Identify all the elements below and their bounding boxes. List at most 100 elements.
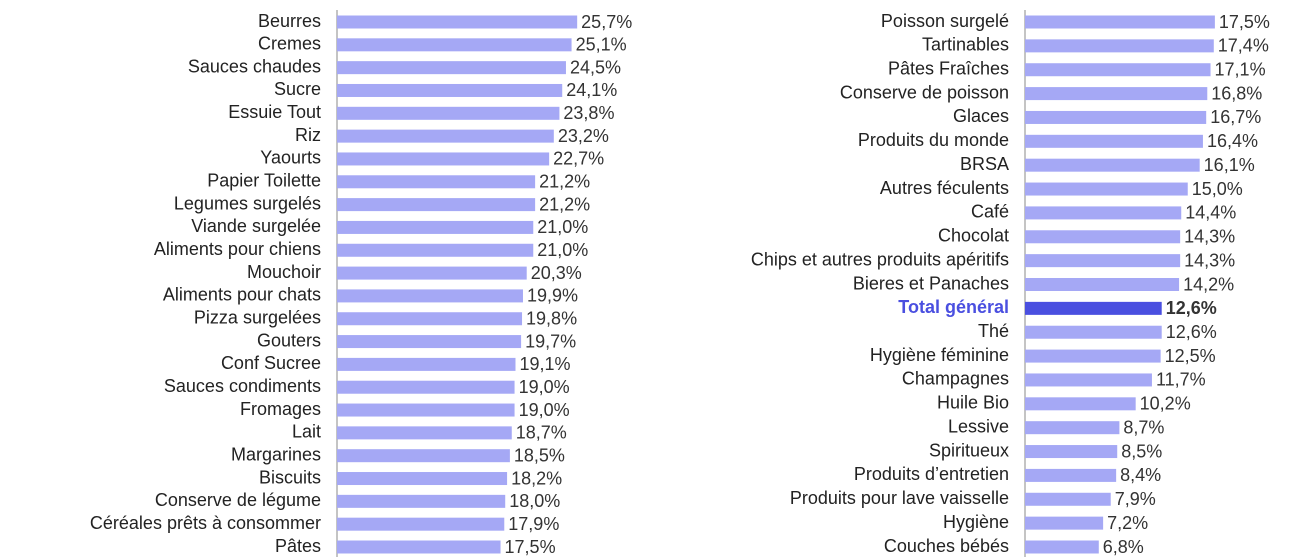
bar <box>1025 349 1161 363</box>
value-label: 7,9% <box>1115 489 1156 509</box>
value-label: 16,1% <box>1204 155 1255 175</box>
category-label: Chocolat <box>938 226 1009 246</box>
category-label: Lait <box>292 422 321 442</box>
category-label: Sucre <box>274 79 321 99</box>
category-label: Beurres <box>258 11 321 31</box>
category-label: Chips et autres produits apéritifs <box>751 249 1009 269</box>
bar <box>337 175 536 189</box>
category-label: Biscuits <box>259 467 321 487</box>
category-label: Margarines <box>231 444 321 464</box>
value-label: 19,7% <box>525 331 576 351</box>
bar <box>1025 254 1181 268</box>
category-label: Papier Toilette <box>207 171 321 191</box>
value-label: 21,0% <box>537 217 588 237</box>
bar <box>337 517 505 531</box>
value-label: 25,7% <box>581 12 632 32</box>
bar <box>337 266 527 280</box>
value-label: 14,4% <box>1185 203 1236 223</box>
category-label: Viande surgelée <box>191 216 321 236</box>
category-label: Tartinables <box>922 35 1009 55</box>
value-label: 23,2% <box>558 126 609 146</box>
value-label: 19,9% <box>527 286 578 306</box>
bar <box>1025 468 1117 482</box>
bar <box>1025 325 1162 339</box>
value-label: 14,3% <box>1184 227 1235 247</box>
bar <box>337 289 523 303</box>
value-label: 17,9% <box>508 514 559 534</box>
value-label: 18,7% <box>516 423 567 443</box>
bar <box>337 38 572 52</box>
value-label: 17,1% <box>1215 59 1266 79</box>
bar <box>337 335 522 349</box>
category-label: Thé <box>978 321 1009 341</box>
bar <box>1025 397 1136 411</box>
category-label: Lessive <box>948 416 1009 436</box>
value-label: 7,2% <box>1107 513 1148 533</box>
bar <box>1025 63 1211 77</box>
category-label: Aliments pour chiens <box>154 239 321 259</box>
category-label: Autres féculents <box>880 178 1009 198</box>
bar <box>1025 230 1181 244</box>
value-label: 25,1% <box>576 35 627 55</box>
bar <box>1025 373 1152 387</box>
bar <box>337 106 560 120</box>
category-label: Riz <box>295 125 321 145</box>
category-label: Hygiène <box>943 512 1009 532</box>
category-label: Pâtes <box>275 536 321 556</box>
bar <box>1025 39 1214 53</box>
category-label: Conserve de légume <box>155 490 321 510</box>
value-label: 17,5% <box>505 537 556 557</box>
bar <box>1025 492 1111 506</box>
bar <box>1025 110 1207 124</box>
value-label: 8,5% <box>1121 441 1162 461</box>
category-label: Huile Bio <box>937 393 1009 413</box>
value-label: 18,0% <box>509 491 560 511</box>
bar <box>337 220 534 234</box>
bar <box>1025 445 1118 459</box>
category-label: Legumes surgelés <box>174 193 321 213</box>
category-label: Champagnes <box>902 369 1009 389</box>
value-label: 6,8% <box>1103 537 1144 557</box>
category-label: Glaces <box>953 106 1009 126</box>
value-label: 16,4% <box>1207 131 1258 151</box>
bar <box>1025 134 1203 148</box>
value-label: 16,8% <box>1211 83 1262 103</box>
category-label: BRSA <box>960 154 1009 174</box>
bar <box>337 540 501 554</box>
bar <box>1025 87 1208 101</box>
bar <box>1025 516 1104 530</box>
category-label: Fromages <box>240 399 321 419</box>
bar <box>337 380 515 394</box>
bar <box>337 129 554 143</box>
bar <box>337 357 516 371</box>
value-label: 8,7% <box>1123 417 1164 437</box>
value-label: 18,5% <box>514 445 565 465</box>
value-label: 12,6% <box>1166 322 1217 342</box>
category-label: Aliments pour chats <box>163 285 321 305</box>
bar <box>337 494 506 508</box>
category-label: Conf Sucree <box>221 353 321 373</box>
category-label: Bieres et Panaches <box>853 273 1009 293</box>
value-label: 17,5% <box>1219 12 1270 32</box>
bar <box>337 312 523 326</box>
category-label: Céréales prêts à consommer <box>90 513 321 533</box>
category-label: Sauces chaudes <box>188 56 321 76</box>
value-label: 19,8% <box>526 308 577 328</box>
value-label: 12,5% <box>1165 346 1216 366</box>
category-label: Produits du monde <box>858 130 1009 150</box>
category-label: Café <box>971 202 1009 222</box>
bar <box>337 403 515 417</box>
value-label: 17,4% <box>1218 36 1269 56</box>
value-label: 11,7% <box>1156 370 1206 390</box>
bar <box>337 243 534 257</box>
category-label: Gouters <box>257 330 321 350</box>
value-label: 24,5% <box>570 57 621 77</box>
value-label: 21,2% <box>539 194 590 214</box>
bar <box>1025 158 1200 172</box>
category-label: Essuie Tout <box>228 102 321 122</box>
bar <box>1025 182 1188 196</box>
value-label: 19,0% <box>519 377 570 397</box>
bar <box>1025 540 1099 554</box>
category-label: Spiritueux <box>929 440 1009 460</box>
bar <box>1025 206 1182 220</box>
